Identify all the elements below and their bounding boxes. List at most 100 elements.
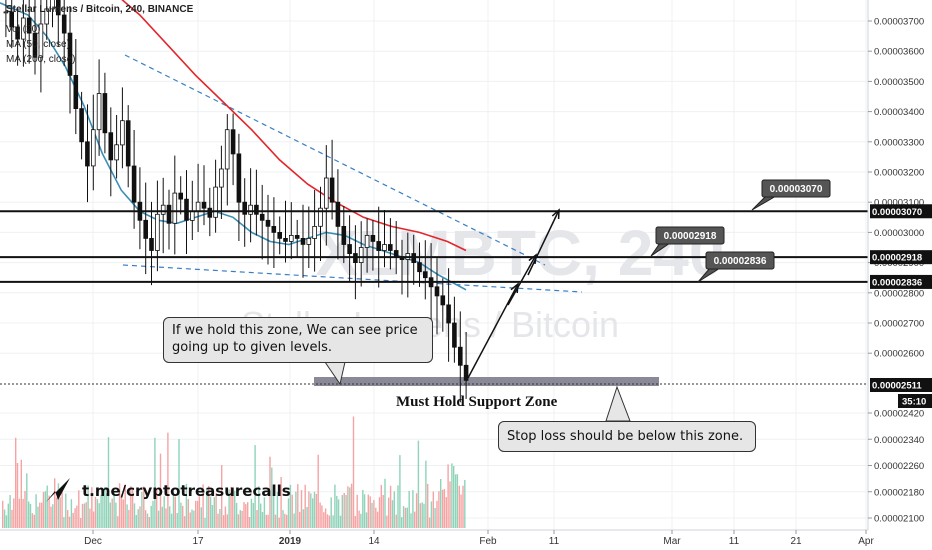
- volume-bar: [339, 515, 342, 528]
- volume-bar: [449, 481, 451, 528]
- volume-bar: [252, 503, 254, 528]
- volume-bar: [315, 494, 318, 528]
- volume-bar: [347, 486, 349, 528]
- volume-bar: [289, 484, 292, 528]
- axis-level-box: [870, 204, 932, 219]
- arrow-to-2836[interactable]: [467, 283, 519, 379]
- level-tag-box[interactable]: [705, 251, 775, 270]
- volume-bar: [406, 507, 408, 528]
- volume-bar: [317, 454, 319, 528]
- volume-bar: [389, 485, 392, 528]
- arrow-to-2836-head: [510, 282, 519, 294]
- candle-body: [347, 244, 352, 255]
- price-tick-label: 0.00003700: [874, 17, 924, 28]
- candle-body: [108, 132, 114, 161]
- axis-level-label: 0.00002918: [872, 253, 922, 264]
- volume-bar: [228, 489, 230, 528]
- arrow-to-3070[interactable]: [527, 209, 560, 276]
- volume-bar: [425, 460, 427, 528]
- volume-bar: [157, 510, 160, 528]
- candle-body: [195, 201, 201, 212]
- volume-bar: [399, 455, 401, 528]
- callout-tails: [324, 361, 631, 422]
- volume-bar: [144, 510, 147, 528]
- volume-bar: [427, 483, 429, 528]
- volume-bar: [274, 514, 277, 528]
- volume-bar: [417, 440, 420, 528]
- ma200-line[interactable]: [112, 0, 467, 252]
- volume-bar: [183, 516, 186, 528]
- volume-bar: [22, 498, 24, 528]
- level-tag-text: 0.00002836: [714, 256, 767, 267]
- volume-bar: [440, 479, 442, 528]
- volume-bar: [369, 496, 371, 528]
- volume-bar: [169, 506, 171, 528]
- volume-bar: [196, 500, 199, 528]
- volume-bar: [55, 497, 58, 528]
- volume-bar: [287, 498, 290, 528]
- volume-bar: [239, 510, 241, 528]
- telegram-arrow-icon: [46, 478, 70, 502]
- candle-body: [457, 346, 463, 366]
- ma50-indicator-label[interactable]: MA (50, close): [6, 39, 70, 50]
- volume-bar: [191, 509, 193, 528]
- price-tick-label: 0.00002600: [874, 349, 924, 360]
- volume-bar: [96, 499, 99, 528]
- volume-bar: [248, 517, 251, 528]
- volume-bar: [441, 489, 444, 528]
- volume-bar: [135, 515, 137, 528]
- volume-bar: [54, 478, 56, 528]
- level-tag-box[interactable]: [655, 226, 725, 245]
- volume-bar: [141, 492, 143, 528]
- volume-bar: [304, 484, 306, 528]
- volume-bar: [363, 494, 366, 528]
- ma200-indicator-label[interactable]: MA (200, close): [6, 54, 76, 65]
- volume-bar: [215, 493, 217, 528]
- arrow-to-3070-head: [551, 208, 560, 220]
- volume-bar: [217, 513, 219, 528]
- candle-body: [236, 153, 242, 203]
- volume-bar: [165, 508, 167, 528]
- volume-bar: [362, 489, 364, 528]
- volume-bar: [13, 498, 15, 528]
- candle-body: [323, 177, 329, 209]
- telegram-link[interactable]: t.me/cryptotreasurecalls: [82, 482, 291, 500]
- volume-bar: [423, 503, 425, 528]
- arrow-to-2918[interactable]: [507, 254, 537, 306]
- volume-bar: [334, 484, 336, 528]
- lower-trendline[interactable]: [122, 264, 583, 293]
- candle-body: [143, 219, 149, 239]
- candle-body: [341, 225, 347, 245]
- volume-bar: [267, 514, 269, 528]
- volume-bar: [323, 512, 325, 528]
- ma50-line[interactable]: [0, 2, 467, 291]
- upper-trendline[interactable]: [124, 54, 546, 266]
- time-tick-label: Feb: [479, 536, 497, 547]
- volume-bar: [211, 505, 214, 528]
- trendlines: [122, 54, 583, 293]
- volume-bar: [295, 491, 297, 528]
- volume-bar: [310, 493, 312, 528]
- volume-bar: [386, 515, 388, 528]
- volume-bar: [365, 512, 368, 528]
- volume-bar: [137, 509, 139, 528]
- volume-bar: [150, 505, 152, 528]
- volume-bar: [206, 488, 208, 528]
- volume-bar: [115, 502, 117, 528]
- price-tick-label: 0.00002700: [874, 319, 924, 330]
- candle-body: [125, 120, 131, 167]
- vol-indicator-label[interactable]: Vol (20): [6, 24, 41, 35]
- level-tag-box[interactable]: [761, 179, 831, 198]
- volume-bar: [15, 437, 17, 528]
- support-zone[interactable]: [314, 377, 659, 386]
- volume-bar: [297, 484, 299, 528]
- stop-loss-callout[interactable]: Stop loss should be below this zone.: [498, 421, 756, 452]
- candle-body: [9, 11, 15, 28]
- support-zone-label: Must Hold Support Zone: [396, 394, 558, 410]
- volume-bar: [78, 490, 80, 528]
- volume-bar: [265, 514, 267, 528]
- candle-body: [178, 192, 184, 200]
- hold-zone-callout[interactable]: If we hold this zone, We can see price g…: [163, 317, 433, 363]
- level-tag-text: 0.00003070: [770, 184, 823, 195]
